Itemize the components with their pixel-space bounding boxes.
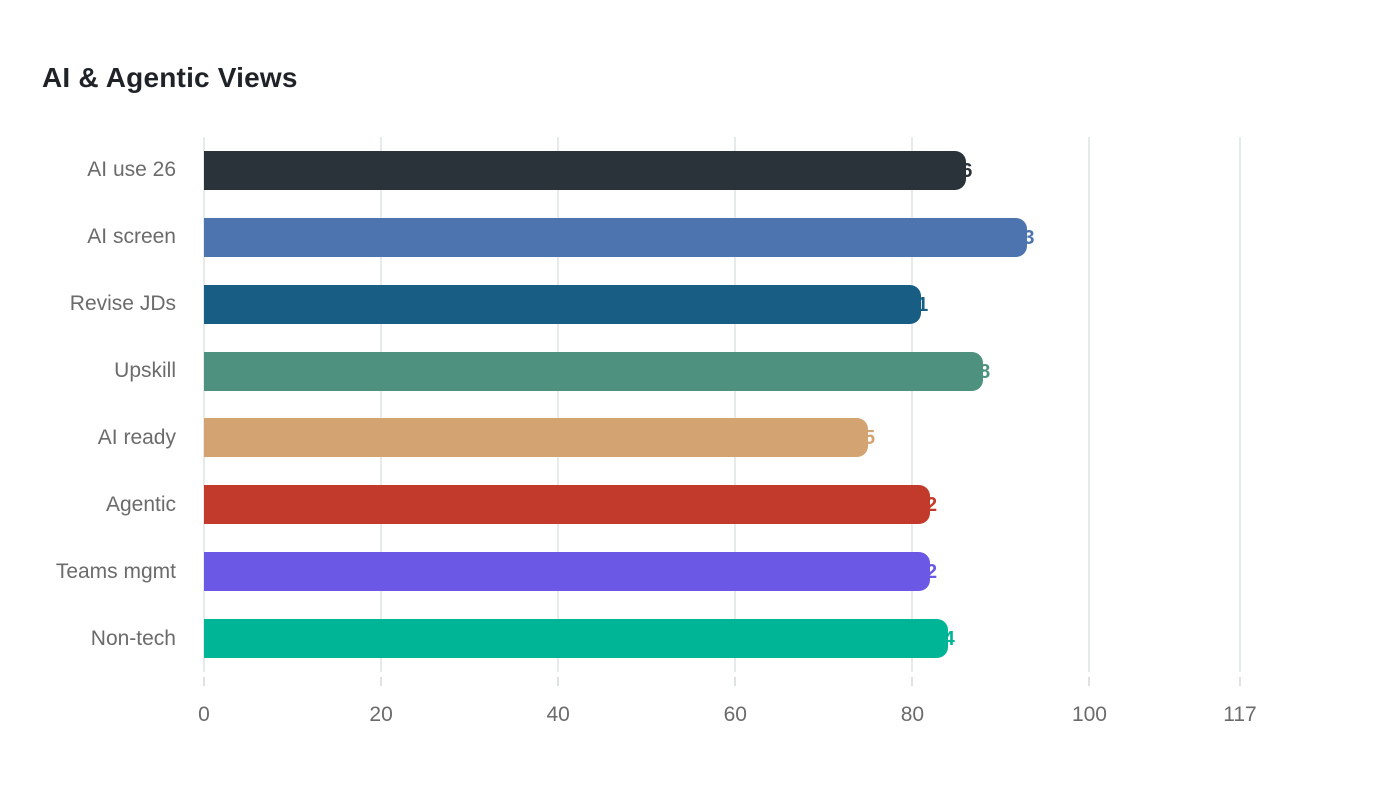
bar-ai-ready[interactable]: 75 — [204, 418, 875, 458]
gridline-x-40 — [557, 137, 560, 672]
chart-title: AI & Agentic Views — [42, 62, 298, 93]
gridline-x-0 — [203, 137, 205, 672]
bar-value-label: 86 — [950, 159, 973, 182]
bar-revise-jds[interactable]: 81 — [204, 284, 928, 324]
bar-non-tech[interactable]: 84 — [204, 619, 955, 659]
y-axis-label-ai-screen: AI screen — [87, 225, 176, 249]
bar-value-label: 75 — [852, 427, 876, 450]
x-tick-label: 80 — [900, 703, 925, 726]
tick-mark-x-20 — [380, 677, 383, 686]
tick-mark-x-0 — [203, 677, 205, 686]
tick-mark-x-117 — [1239, 677, 1241, 686]
gridline-x-20 — [380, 137, 383, 672]
tick-mark-x-100 — [1088, 677, 1091, 686]
y-axis-label-teams-mgmt: Teams mgmt — [55, 559, 176, 583]
x-tick-label: 40 — [546, 703, 570, 726]
bar-value-label: 88 — [967, 360, 991, 383]
tick-mark-x-80 — [911, 677, 914, 686]
bar-value-label: 82 — [914, 494, 938, 517]
bar-value-label: 82 — [914, 561, 938, 584]
plot-area: 0 20 40 60 80 100 117 86 93 81 88 75 82 82 84 — [198, 137, 1257, 726]
bar-value-label: 84 — [932, 628, 955, 651]
y-axis-label-non-tech: Non-tech — [90, 626, 176, 650]
bar-ai-screen[interactable]: 93 — [204, 217, 1034, 257]
gridline-x-60 — [734, 137, 737, 672]
bar-value-label: 93 — [1012, 226, 1035, 249]
bar-agentic[interactable]: 82 — [204, 485, 937, 525]
bar-value-label: 81 — [905, 293, 929, 316]
y-axis-label-ai-ready: AI ready — [97, 425, 176, 449]
gridline-x-80 — [911, 137, 914, 672]
y-axis-label-upskill: Upskill — [114, 359, 176, 383]
bar-ai-use-26[interactable]: 86 — [204, 150, 973, 190]
x-tick-label: 0 — [198, 703, 210, 726]
gridline-x-100 — [1088, 137, 1091, 672]
tick-mark-x-40 — [557, 677, 560, 686]
x-tick-label: 60 — [723, 703, 747, 726]
bar-teams-mgmt[interactable]: 82 — [204, 552, 937, 592]
y-axis-label-ai-use-26: AI use 26 — [87, 158, 176, 182]
y-axis-label-revise-jds: Revise JDs — [69, 292, 176, 316]
x-tick-label: 100 — [1071, 703, 1107, 726]
y-axis-label-agentic: Agentic — [105, 492, 176, 516]
gridline-x-117 — [1239, 137, 1241, 672]
x-tick-label: 20 — [369, 703, 393, 726]
bar-upskill[interactable]: 88 — [204, 351, 990, 391]
tick-mark-x-60 — [734, 677, 737, 686]
x-tick-label: 117 — [1223, 703, 1257, 726]
